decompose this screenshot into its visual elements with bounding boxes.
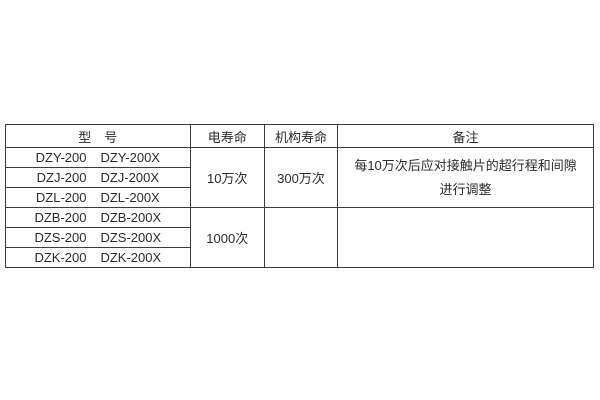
model-name-x: DZJ-200X	[100, 170, 159, 185]
model-name-x: DZY-200X	[100, 150, 160, 165]
model-cell: DZS-200 DZS-200X	[5, 227, 191, 248]
model-pair: DZL-200 DZL-200X	[6, 190, 189, 205]
col-header-electrical-life: 电寿命	[189, 124, 265, 148]
model-cell: DZK-200 DZK-200X	[5, 247, 191, 268]
model-name: DZS-200	[34, 230, 87, 245]
model-name: DZJ-200	[36, 170, 87, 185]
model-name-x: DZK-200X	[100, 250, 162, 265]
table-row: DZY-200 DZY-200X 10万次 300万次 每10万次后应对接触片的…	[5, 147, 594, 208]
table-row: DZJ-200 DZJ-200X	[5, 167, 594, 188]
model-name: DZK-200	[34, 250, 87, 265]
model-name-x: DZL-200X	[100, 190, 160, 205]
model-name: DZL-200	[35, 190, 87, 205]
electrical-life-cell: 1000次	[189, 207, 265, 268]
model-cell: DZJ-200 DZJ-200X	[5, 167, 191, 188]
table-row: DZB-200 DZB-200X 1000次	[5, 207, 594, 268]
header-row: 型 号 电寿命 机构寿命 备注	[5, 124, 594, 148]
model-cell: DZL-200 DZL-200X	[5, 187, 191, 208]
model-name-x: DZB-200X	[100, 210, 162, 225]
electrical-life-cell: 10万次	[189, 147, 265, 208]
model-name-x: DZS-200X	[100, 230, 162, 245]
table-row: DZL-200 DZL-200X	[5, 187, 594, 208]
mechanism-life-cell	[263, 207, 339, 268]
model-pair: DZJ-200 DZJ-200X	[6, 170, 189, 185]
model-cell: DZB-200 DZB-200X	[5, 207, 191, 228]
remarks-cell: 每10万次后应对接触片的超行程和间隙 进行调整	[337, 147, 594, 208]
col-header-mechanism-life: 机构寿命	[263, 124, 339, 148]
col-header-remarks: 备注	[337, 124, 594, 148]
col-header-model: 型 号	[5, 124, 191, 148]
table-row: DZK-200 DZK-200X	[5, 247, 594, 268]
model-pair: DZS-200 DZS-200X	[6, 230, 189, 245]
model-pair: DZK-200 DZK-200X	[6, 250, 189, 265]
remarks-line: 每10万次后应对接触片的超行程和间隙	[354, 157, 577, 173]
mechanism-life-cell: 300万次	[263, 147, 339, 208]
relay-spec-table: 型 号 电寿命 机构寿命 备注 DZY-200 DZY-200X 10万次 30…	[5, 124, 594, 268]
remarks-line: 进行调整	[439, 181, 492, 197]
model-name: DZB-200	[34, 210, 87, 225]
remarks-cell	[337, 207, 594, 268]
model-pair: DZY-200 DZY-200X	[6, 150, 189, 165]
model-cell: DZY-200 DZY-200X	[5, 147, 191, 168]
model-name: DZY-200	[35, 150, 87, 165]
model-pair: DZB-200 DZB-200X	[6, 210, 189, 225]
